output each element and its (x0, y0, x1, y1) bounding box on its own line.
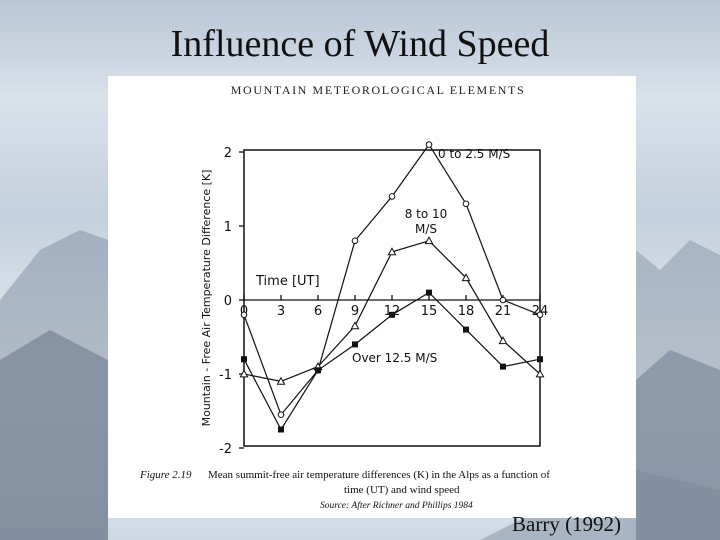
data-point-triangle-marker (276, 376, 286, 385)
data-point-triangle-marker (461, 273, 471, 282)
x-tick-label: 21 (495, 304, 512, 319)
data-point-square-marker (241, 356, 247, 363)
series-label-8-10: 8 to 10 (405, 207, 448, 221)
x-tick-label: 0 (240, 304, 248, 319)
y-tick-label: 1 (224, 220, 232, 235)
y-tick-label: 0 (224, 294, 232, 309)
figure-number: Figure 2.19 (139, 469, 192, 481)
data-point-circle-marker (388, 193, 396, 200)
data-point-triangle-marker (239, 369, 249, 378)
x-tick-label: 18 (458, 304, 475, 319)
y-axis-label: Mountain - Free Air Temperature Differen… (200, 170, 213, 427)
data-point-square-marker (315, 367, 321, 374)
series-label-over-12.5: Over 12.5 M/S (352, 351, 437, 365)
image-credit: Barry (1992) (512, 512, 622, 536)
series-label-0-2.5: 0 to 2.5 M/S (438, 147, 510, 161)
data-point-triangle-marker (350, 321, 360, 330)
data-point-circle-marker (462, 200, 470, 208)
data-point-triangle-marker (498, 336, 508, 345)
data-point-triangle-marker (387, 247, 397, 256)
slide-title: Influence of Wind Speed (170, 23, 550, 65)
x-tick-label: 24 (532, 304, 549, 319)
x-tick-label: 6 (314, 304, 322, 319)
data-point-square-marker (537, 356, 543, 363)
data-point-circle-marker (536, 311, 544, 319)
x-tick-label: 9 (351, 304, 359, 319)
data-point-square-marker (500, 363, 506, 370)
y-tick-label: 2 (224, 146, 232, 161)
y-tick-label: -2 (219, 442, 232, 457)
data-point-square-marker (426, 289, 432, 296)
data-point-circle-marker (277, 411, 285, 419)
data-point-triangle-marker (424, 236, 434, 245)
x-tick-label: 15 (421, 304, 438, 319)
x-tick-label: 12 (384, 304, 401, 319)
figure-caption-line1: Mean summit-free air temperature differe… (208, 469, 550, 481)
data-point-circle-marker (240, 311, 248, 319)
data-point-square-marker (278, 426, 284, 433)
book-running-header: MOUNTAIN METEOROLOGICAL ELEMENTS (231, 83, 525, 97)
data-point-square-marker (389, 311, 395, 318)
figure-source: Source: After Richner and Phillips 1984 (320, 500, 473, 511)
y-tick-label: -1 (219, 368, 232, 383)
x-axis-label: Time [UT] (255, 274, 320, 289)
data-point-square-marker (352, 341, 358, 348)
figure-caption-line2: time (UT) and wind speed (344, 484, 460, 496)
chart-svg: MOUNTAIN METEOROLOGICAL ELEMENTS 210-1-2… (139, 83, 550, 511)
data-point-triangle-marker (535, 369, 545, 378)
data-point-circle-marker (499, 296, 507, 304)
data-point-circle-marker (351, 237, 359, 245)
data-point-circle-marker (425, 141, 433, 148)
data-point-square-marker (463, 326, 469, 333)
scanned-figure: MOUNTAIN METEOROLOGICAL ELEMENTS 2 1 0 -1 -2… (108, 76, 636, 518)
series-label-8-10-unit: M/S (415, 222, 437, 236)
x-tick-label: 3 (277, 304, 285, 319)
